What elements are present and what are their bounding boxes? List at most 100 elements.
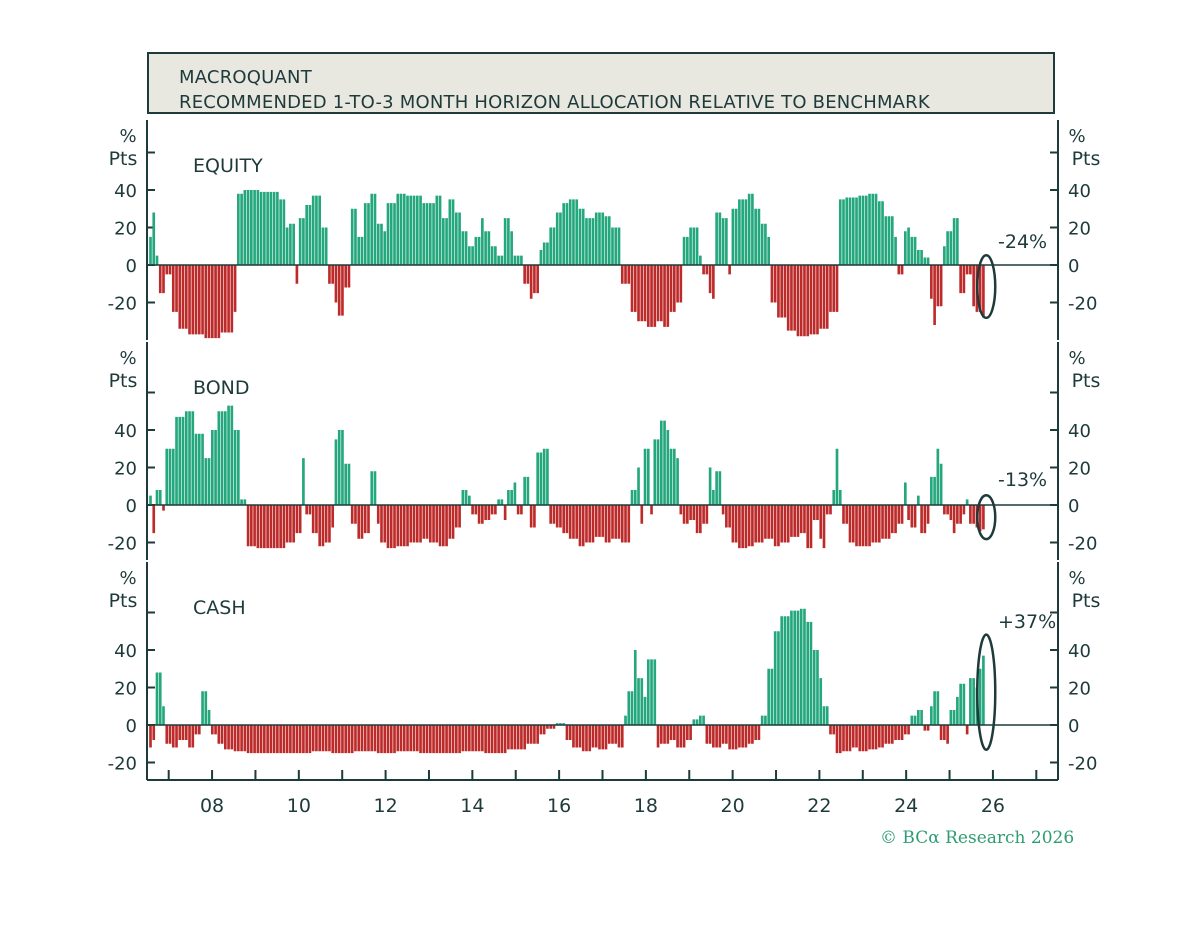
equity-bar [471, 246, 474, 265]
equity-bar [250, 190, 253, 265]
cash-bar [894, 725, 897, 740]
cash-bar [952, 710, 956, 725]
cash-bar [943, 725, 946, 740]
equity-bar [184, 265, 188, 329]
cash-bar [292, 725, 295, 754]
bond-bar [656, 439, 660, 506]
bond-bar [604, 505, 608, 543]
bond-bar [978, 505, 982, 532]
equity-bar [611, 227, 614, 265]
cash-bar [604, 725, 608, 750]
bond-unit-top-left: % [119, 348, 136, 369]
equity-y-tick-label-left: -20 [108, 294, 137, 315]
equity-bar [162, 265, 165, 294]
equity-bar [926, 257, 930, 265]
cash-bar [282, 725, 286, 754]
equity-bar [858, 195, 862, 266]
equity-bar [194, 265, 198, 335]
cash-bar [842, 725, 845, 752]
cash-bar [721, 725, 725, 744]
cash-bar [930, 706, 933, 725]
equity-bar [354, 208, 357, 265]
bond-bar [350, 505, 354, 524]
bond-bar [913, 505, 917, 528]
cash-bar [471, 725, 474, 752]
bond-bar [178, 416, 182, 506]
equity-bar [842, 199, 845, 266]
bond-bar [858, 505, 862, 547]
bond-bar [741, 505, 744, 549]
bond-bar [663, 420, 666, 506]
cash-bar [376, 725, 380, 754]
equity-bar [816, 265, 819, 335]
equity-bar [204, 265, 208, 339]
cash-bar [907, 725, 910, 735]
cash-bar [881, 725, 884, 748]
equity-bar [650, 265, 653, 327]
cash-bar [220, 725, 224, 744]
equity-bar [367, 203, 370, 266]
cash-bar [799, 608, 803, 725]
bond-bar [415, 505, 419, 543]
equity-bar [269, 191, 273, 266]
cash-bar [240, 725, 243, 752]
bond-bar [269, 505, 273, 549]
equity-bar [178, 265, 182, 329]
equity-bar [201, 265, 204, 335]
cash-bar [324, 725, 328, 752]
cash-bar [904, 725, 907, 735]
cash-bar [428, 725, 432, 754]
equity-bar [549, 227, 553, 265]
bond-bar [825, 505, 829, 515]
cash-bar [162, 706, 165, 725]
bond-bar [930, 476, 933, 506]
equity-bar [699, 255, 702, 266]
equity-bar [962, 265, 966, 294]
cash-bar [497, 725, 500, 754]
cash-unit-bottom-left: Pts [109, 590, 138, 612]
bond-bar [539, 452, 543, 505]
equity-bar [604, 216, 608, 265]
bond-bar [956, 505, 959, 524]
x-tick-label: 14 [460, 795, 484, 817]
bond-bar [881, 505, 884, 539]
bond-bar [542, 448, 546, 505]
cash-bar [523, 725, 526, 750]
cash-bar [484, 725, 487, 754]
cash-bar [279, 725, 282, 754]
equity-bar [422, 203, 426, 266]
bond-bar [848, 505, 852, 543]
equity-bar [819, 265, 823, 329]
equity-bar [490, 246, 494, 265]
chart-title-line-1: MACROQUANT [179, 67, 312, 88]
equity-y-tick-label-right: 20 [1068, 219, 1091, 240]
bond-bar [806, 505, 810, 549]
cash-bar [640, 678, 644, 726]
bond-bar [263, 505, 266, 549]
cash-bar [643, 696, 647, 726]
cash-annotation-ellipse [976, 633, 997, 751]
cash-bar [910, 715, 914, 726]
bond-unit-bottom-right: Pts [1072, 370, 1101, 392]
bond-y-tick-label-right: -20 [1068, 534, 1097, 555]
bond-bar [285, 505, 289, 543]
cash-bar [926, 725, 930, 731]
equity-bar [825, 265, 829, 329]
bond-bar [507, 490, 510, 505]
equity-bar [731, 208, 735, 265]
bond-bar [240, 499, 243, 506]
cash-bar [594, 725, 598, 748]
bond-bar [344, 463, 348, 505]
bond-bar [679, 505, 683, 515]
equity-bar [552, 227, 556, 265]
equity-bar [897, 265, 901, 275]
equity-bar [344, 265, 348, 288]
bond-bar [630, 490, 634, 505]
equity-bar [588, 218, 592, 266]
bond-bar [946, 505, 949, 515]
bond-bar [708, 467, 712, 505]
bond-bar [777, 505, 780, 547]
bond-bar [549, 505, 553, 524]
equity-bar [448, 199, 452, 266]
equity-bar [217, 265, 221, 339]
